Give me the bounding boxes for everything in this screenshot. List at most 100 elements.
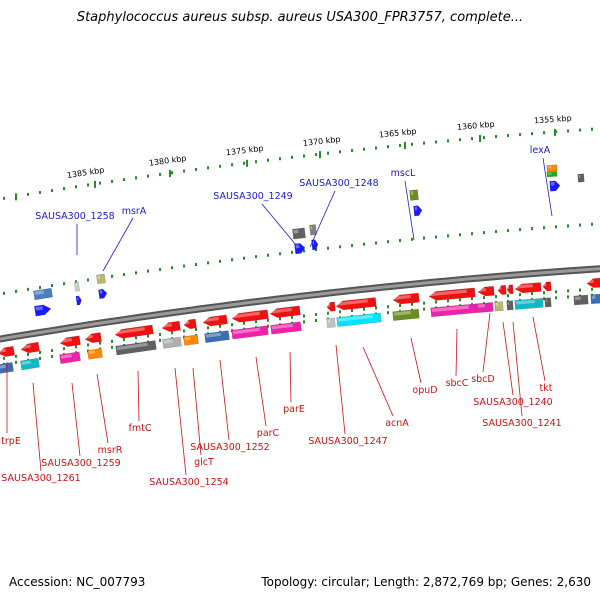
outer-minor-tick [411, 237, 413, 241]
minus-strand-gene [542, 281, 552, 292]
minus-strand-gene [20, 341, 40, 354]
minus-strand-gene [392, 308, 420, 321]
outer-ring-tick [135, 176, 137, 180]
minus-strand-gene [161, 320, 181, 332]
minus-strand-gene [506, 284, 514, 295]
outer-minor-tick [87, 278, 89, 282]
plus-strand-gene-highlight [310, 225, 313, 230]
outer-ring-tick [327, 151, 329, 155]
inner-minor-tick [111, 339, 113, 343]
outer-minor-tick [51, 284, 53, 288]
minus-strand-gene [506, 300, 514, 311]
inner-minor-tick [243, 321, 245, 325]
minus-gene-label-leader [32, 382, 42, 472]
inner-minor-tick [507, 294, 509, 298]
minus-gene-label: glcT [194, 457, 214, 468]
minus-strand-gene-highlight [203, 316, 219, 323]
minus-strand-gene-body [269, 305, 301, 318]
minus-strand-gene-highlight [232, 311, 260, 319]
minus-gene-label: fmtC [129, 423, 152, 434]
outer-ring-tick [483, 136, 485, 140]
minus-strand-gene [115, 340, 157, 356]
inner-minor-tick [291, 315, 293, 319]
inner-minor-tick [231, 323, 233, 327]
outer-minor-tick [75, 280, 77, 284]
outer-ring-tick [39, 190, 41, 194]
outer-ring-tick [63, 187, 65, 191]
plus-strand-gene-highlight [414, 206, 418, 211]
plus-strand-gene-highlight [97, 275, 101, 280]
ruler-major-tick [94, 180, 96, 188]
minus-strand-gene-highlight [85, 334, 93, 339]
inner-minor-tick [315, 313, 317, 317]
minus-strand-gene-highlight [336, 299, 368, 306]
minus-gene-label-leader [335, 344, 346, 435]
outer-ring-tick [399, 143, 401, 147]
minus-strand-gene [202, 314, 228, 327]
minus-gene-label: SAUSA300_1259 [41, 458, 120, 469]
minus-strand-gene-body [494, 301, 504, 312]
minus-gene-label-leader [512, 321, 523, 417]
outer-ring-tick [567, 129, 569, 133]
minus-strand-gene-body [573, 294, 589, 306]
ruler-major-tick [169, 170, 171, 178]
ruler-major-tick [404, 141, 406, 149]
minus-strand-gene-body [476, 302, 494, 313]
outer-minor-tick [519, 228, 521, 232]
minus-strand-gene-body [20, 341, 40, 354]
minus-strand-gene [231, 309, 269, 323]
minus-gene-label: parC [257, 428, 280, 439]
minus-strand-gene [269, 305, 301, 318]
outer-minor-tick [195, 262, 197, 266]
minus-gene-label: SAUSA300_1261 [1, 473, 80, 484]
plus-strand-gene-body [74, 281, 80, 292]
minus-strand-gene-body [326, 317, 336, 329]
plus-gene-label: SAUSA300_1249 [213, 191, 292, 202]
inner-minor-tick [591, 287, 593, 291]
plus-gene-label: msrA [122, 206, 147, 217]
outer-minor-tick [267, 253, 269, 257]
outer-ring-tick [351, 149, 353, 153]
minus-strand-gene-body [430, 303, 478, 318]
outer-minor-tick [399, 238, 401, 242]
inner-minor-tick [483, 296, 485, 300]
inner-minor-tick [279, 317, 281, 321]
ruler-label: 1355 kbp [534, 114, 572, 126]
minus-strand-gene-body [506, 300, 514, 311]
outer-minor-tick [567, 224, 569, 228]
plus-strand-gene [311, 239, 319, 251]
outer-ring-tick [159, 172, 161, 176]
plus-strand-gene [309, 224, 317, 236]
outer-ring-tick [87, 183, 89, 187]
minus-strand-gene [183, 318, 197, 330]
minus-strand-gene [430, 303, 478, 318]
outer-minor-tick [159, 267, 161, 271]
minus-strand-gene-body [544, 297, 552, 308]
plus-strand-gene [409, 189, 419, 201]
outer-ring-tick [315, 153, 317, 157]
minus-strand-gene [59, 335, 81, 347]
outer-minor-tick [339, 245, 341, 249]
minus-strand-gene-highlight [271, 323, 293, 330]
minus-strand-gene-body [231, 309, 269, 323]
minus-strand-gene-body [87, 348, 103, 360]
outer-minor-tick [243, 256, 245, 260]
outer-ring-tick [411, 142, 413, 146]
outer-ring-tick [543, 131, 545, 135]
minus-strand-gene-highlight [162, 323, 172, 328]
inner-minor-tick [147, 334, 149, 338]
inner-minor-tick [63, 347, 65, 351]
minus-strand-gene [336, 312, 382, 327]
inner-minor-tick [399, 303, 401, 307]
plus-strand-gene-body [292, 227, 306, 240]
plus-gene-label-leader [542, 157, 553, 217]
plus-gene-label: SAUSA300_1248 [299, 178, 378, 189]
outer-minor-tick [327, 246, 329, 250]
minus-gene-label: SAUSA300_1241 [482, 418, 561, 429]
ruler-label: 1370 kbp [302, 135, 340, 148]
plus-strand-gene-body [98, 288, 108, 300]
outer-minor-tick [435, 235, 437, 239]
outer-ring-tick [363, 147, 365, 151]
inner-minor-tick [579, 288, 581, 292]
